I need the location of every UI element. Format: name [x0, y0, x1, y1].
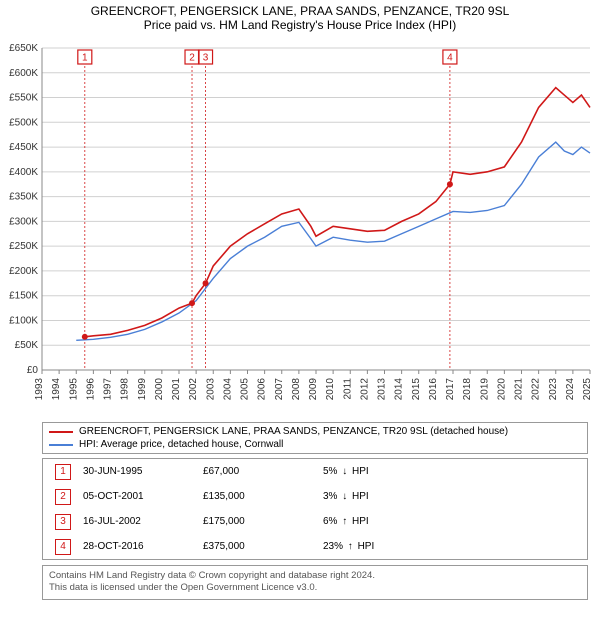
svg-text:2004: 2004 [222, 378, 233, 401]
svg-text:2013: 2013 [377, 378, 388, 401]
svg-text:1: 1 [82, 53, 88, 64]
chart-area: £0 £50K £100K £150K £200K £250K £300K £350K £400… [0, 40, 600, 420]
sales-table: 130-JUN-1995£67,0005% ↓ HPI205-OCT-2001£… [42, 458, 588, 560]
svg-text:2015: 2015 [411, 378, 422, 401]
svg-text:£400K: £400K [9, 167, 38, 178]
svg-text:2024: 2024 [565, 378, 576, 401]
svg-text:2003: 2003 [205, 378, 216, 401]
svg-text:2009: 2009 [308, 378, 319, 401]
svg-text:£450K: £450K [9, 142, 38, 153]
svg-text:2016: 2016 [428, 378, 439, 401]
svg-text:2012: 2012 [359, 378, 370, 401]
chart-title-main: GREENCROFT, PENGERSICK LANE, PRAA SANDS,… [0, 4, 600, 18]
svg-text:£200K: £200K [9, 266, 38, 277]
svg-text:2006: 2006 [257, 378, 268, 401]
svg-text:3: 3 [203, 53, 209, 64]
row-marker: 3 [55, 514, 71, 530]
row-price: £375,000 [203, 541, 323, 552]
row-date: 05-OCT-2001 [83, 491, 203, 502]
svg-text:£50K: £50K [15, 340, 39, 351]
svg-text:2018: 2018 [462, 378, 473, 401]
row-date: 16-JUL-2002 [83, 516, 203, 527]
svg-text:2025: 2025 [582, 378, 593, 401]
svg-text:1993: 1993 [34, 378, 45, 401]
svg-text:£250K: £250K [9, 241, 38, 252]
svg-text:2010: 2010 [325, 378, 336, 401]
svg-text:4: 4 [447, 53, 453, 64]
svg-text:2005: 2005 [240, 378, 251, 401]
svg-text:2022: 2022 [531, 378, 542, 401]
svg-text:2008: 2008 [291, 378, 302, 401]
svg-text:2014: 2014 [394, 378, 405, 401]
svg-text:1995: 1995 [68, 378, 79, 401]
svg-text:1998: 1998 [120, 378, 131, 401]
row-marker: 4 [55, 539, 71, 555]
row-delta: 5% ↓ HPI [323, 466, 463, 477]
chart-title-sub: Price paid vs. HM Land Registry's House … [0, 18, 600, 32]
price-chart: £0 £50K £100K £150K £200K £250K £300K £350K £400… [0, 40, 600, 420]
svg-text:£600K: £600K [9, 68, 38, 79]
row-delta: 23% ↑ HPI [323, 541, 463, 552]
svg-text:£650K: £650K [9, 43, 38, 54]
table-row: 4 28-OCT-2016£375,00023% ↑ HPI [43, 534, 587, 559]
svg-text:2001: 2001 [171, 378, 182, 401]
svg-text:2017: 2017 [445, 378, 456, 401]
table-row: 2 05-OCT-2001£135,0003% ↓ HPI [43, 484, 587, 509]
legend-label-hpi: HPI: Average price, detached house, Corn… [79, 439, 283, 450]
svg-text:2023: 2023 [548, 378, 559, 401]
svg-text:£150K: £150K [9, 291, 38, 302]
footer-attribution: Contains HM Land Registry data © Crown c… [42, 565, 588, 600]
row-date: 30-JUN-1995 [83, 466, 203, 477]
table-row: 1 30-JUN-1995£67,0005% ↓ HPI [43, 459, 587, 484]
svg-text:£0: £0 [27, 365, 39, 376]
footer-line-1: Contains HM Land Registry data © Crown c… [49, 570, 581, 582]
svg-text:2002: 2002 [188, 378, 199, 401]
row-marker: 2 [55, 489, 71, 505]
svg-text:£300K: £300K [9, 216, 38, 227]
row-delta: 6% ↑ HPI [323, 516, 463, 527]
svg-text:2000: 2000 [154, 378, 165, 401]
svg-text:£100K: £100K [9, 315, 38, 326]
legend-swatch-subject [49, 431, 73, 433]
svg-text:2019: 2019 [479, 378, 490, 401]
svg-text:2011: 2011 [342, 378, 353, 400]
legend-swatch-hpi [49, 444, 73, 446]
legend: GREENCROFT, PENGERSICK LANE, PRAA SANDS,… [42, 422, 588, 454]
row-price: £67,000 [203, 466, 323, 477]
svg-text:1996: 1996 [85, 378, 96, 401]
row-delta: 3% ↓ HPI [323, 491, 463, 502]
svg-text:2: 2 [189, 53, 195, 64]
svg-text:1994: 1994 [51, 378, 62, 401]
svg-text:£500K: £500K [9, 117, 38, 128]
table-row: 3 16-JUL-2002£175,0006% ↑ HPI [43, 509, 587, 534]
svg-text:1997: 1997 [103, 378, 114, 401]
svg-text:£350K: £350K [9, 192, 38, 203]
row-price: £175,000 [203, 516, 323, 527]
svg-text:2020: 2020 [496, 378, 507, 401]
row-date: 28-OCT-2016 [83, 541, 203, 552]
svg-text:2007: 2007 [274, 378, 285, 401]
footer-line-2: This data is licensed under the Open Gov… [49, 582, 581, 594]
svg-text:1999: 1999 [137, 378, 148, 401]
legend-label-subject: GREENCROFT, PENGERSICK LANE, PRAA SANDS,… [79, 426, 508, 437]
svg-text:2021: 2021 [514, 378, 525, 401]
row-marker: 1 [55, 464, 71, 480]
row-price: £135,000 [203, 491, 323, 502]
svg-text:£550K: £550K [9, 93, 38, 104]
